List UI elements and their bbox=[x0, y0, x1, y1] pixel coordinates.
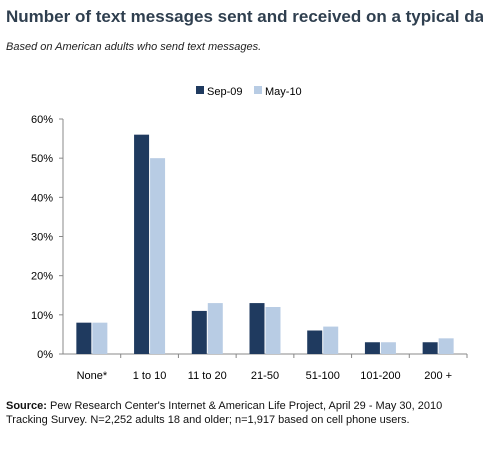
x-tick-label: 11 to 20 bbox=[188, 370, 227, 382]
chart-title: Number of text messages sent and receive… bbox=[6, 7, 483, 26]
legend-label-may10: May-10 bbox=[265, 86, 302, 98]
bar-chart-svg: 0% 10% 20% 30% 40% 50% 60% None* 1 to 10 11 to 20… bbox=[31, 86, 468, 382]
bar-sep09-6 bbox=[422, 342, 438, 354]
bar-sep09-5 bbox=[364, 342, 380, 354]
bar-sep09-1 bbox=[134, 134, 150, 354]
bar-sep09-2 bbox=[191, 310, 207, 354]
legend-label-sep09: Sep-09 bbox=[207, 86, 242, 98]
y-tick-label: 60% bbox=[31, 114, 53, 126]
x-tick-label: 51-100 bbox=[306, 370, 340, 382]
bar-may10-5 bbox=[380, 342, 396, 354]
source-note: Source: Pew Research Center's Internet &… bbox=[6, 399, 476, 427]
y-tick-label: 30% bbox=[31, 232, 53, 244]
y-tick-label: 50% bbox=[31, 153, 53, 165]
y-tick-label: 40% bbox=[31, 192, 53, 204]
x-tick-label: None* bbox=[77, 370, 108, 382]
bar-may10-1 bbox=[150, 158, 166, 354]
bar-may10-6 bbox=[438, 338, 454, 354]
x-tick-label: 21-50 bbox=[251, 370, 279, 382]
bar-sep09-0 bbox=[76, 322, 92, 354]
y-tick-label: 20% bbox=[31, 271, 53, 283]
source-label: Source: bbox=[6, 400, 47, 412]
y-tick-label: 0% bbox=[37, 349, 53, 361]
chart-subtitle: Based on American adults who send text m… bbox=[6, 41, 262, 53]
bar-sep09-3 bbox=[249, 303, 265, 354]
bar-may10-3 bbox=[265, 307, 281, 354]
x-tick-label: 1 to 10 bbox=[133, 370, 167, 382]
legend-swatch-sep09 bbox=[196, 86, 204, 94]
chart-area: 0% 10% 20% 30% 40% 50% 60% None* 1 to 10 11 to 20… bbox=[0, 79, 483, 389]
bar-may10-0 bbox=[92, 322, 108, 354]
x-tick-label: 101-200 bbox=[360, 370, 400, 382]
bar-may10-4 bbox=[323, 326, 339, 354]
source-text: Pew Research Center's Internet & America… bbox=[6, 400, 443, 426]
legend-swatch-may10 bbox=[254, 86, 262, 94]
x-tick-label: 200 + bbox=[424, 370, 452, 382]
bar-sep09-4 bbox=[307, 330, 323, 354]
y-tick-label: 10% bbox=[31, 310, 53, 322]
bar-may10-2 bbox=[207, 303, 223, 354]
